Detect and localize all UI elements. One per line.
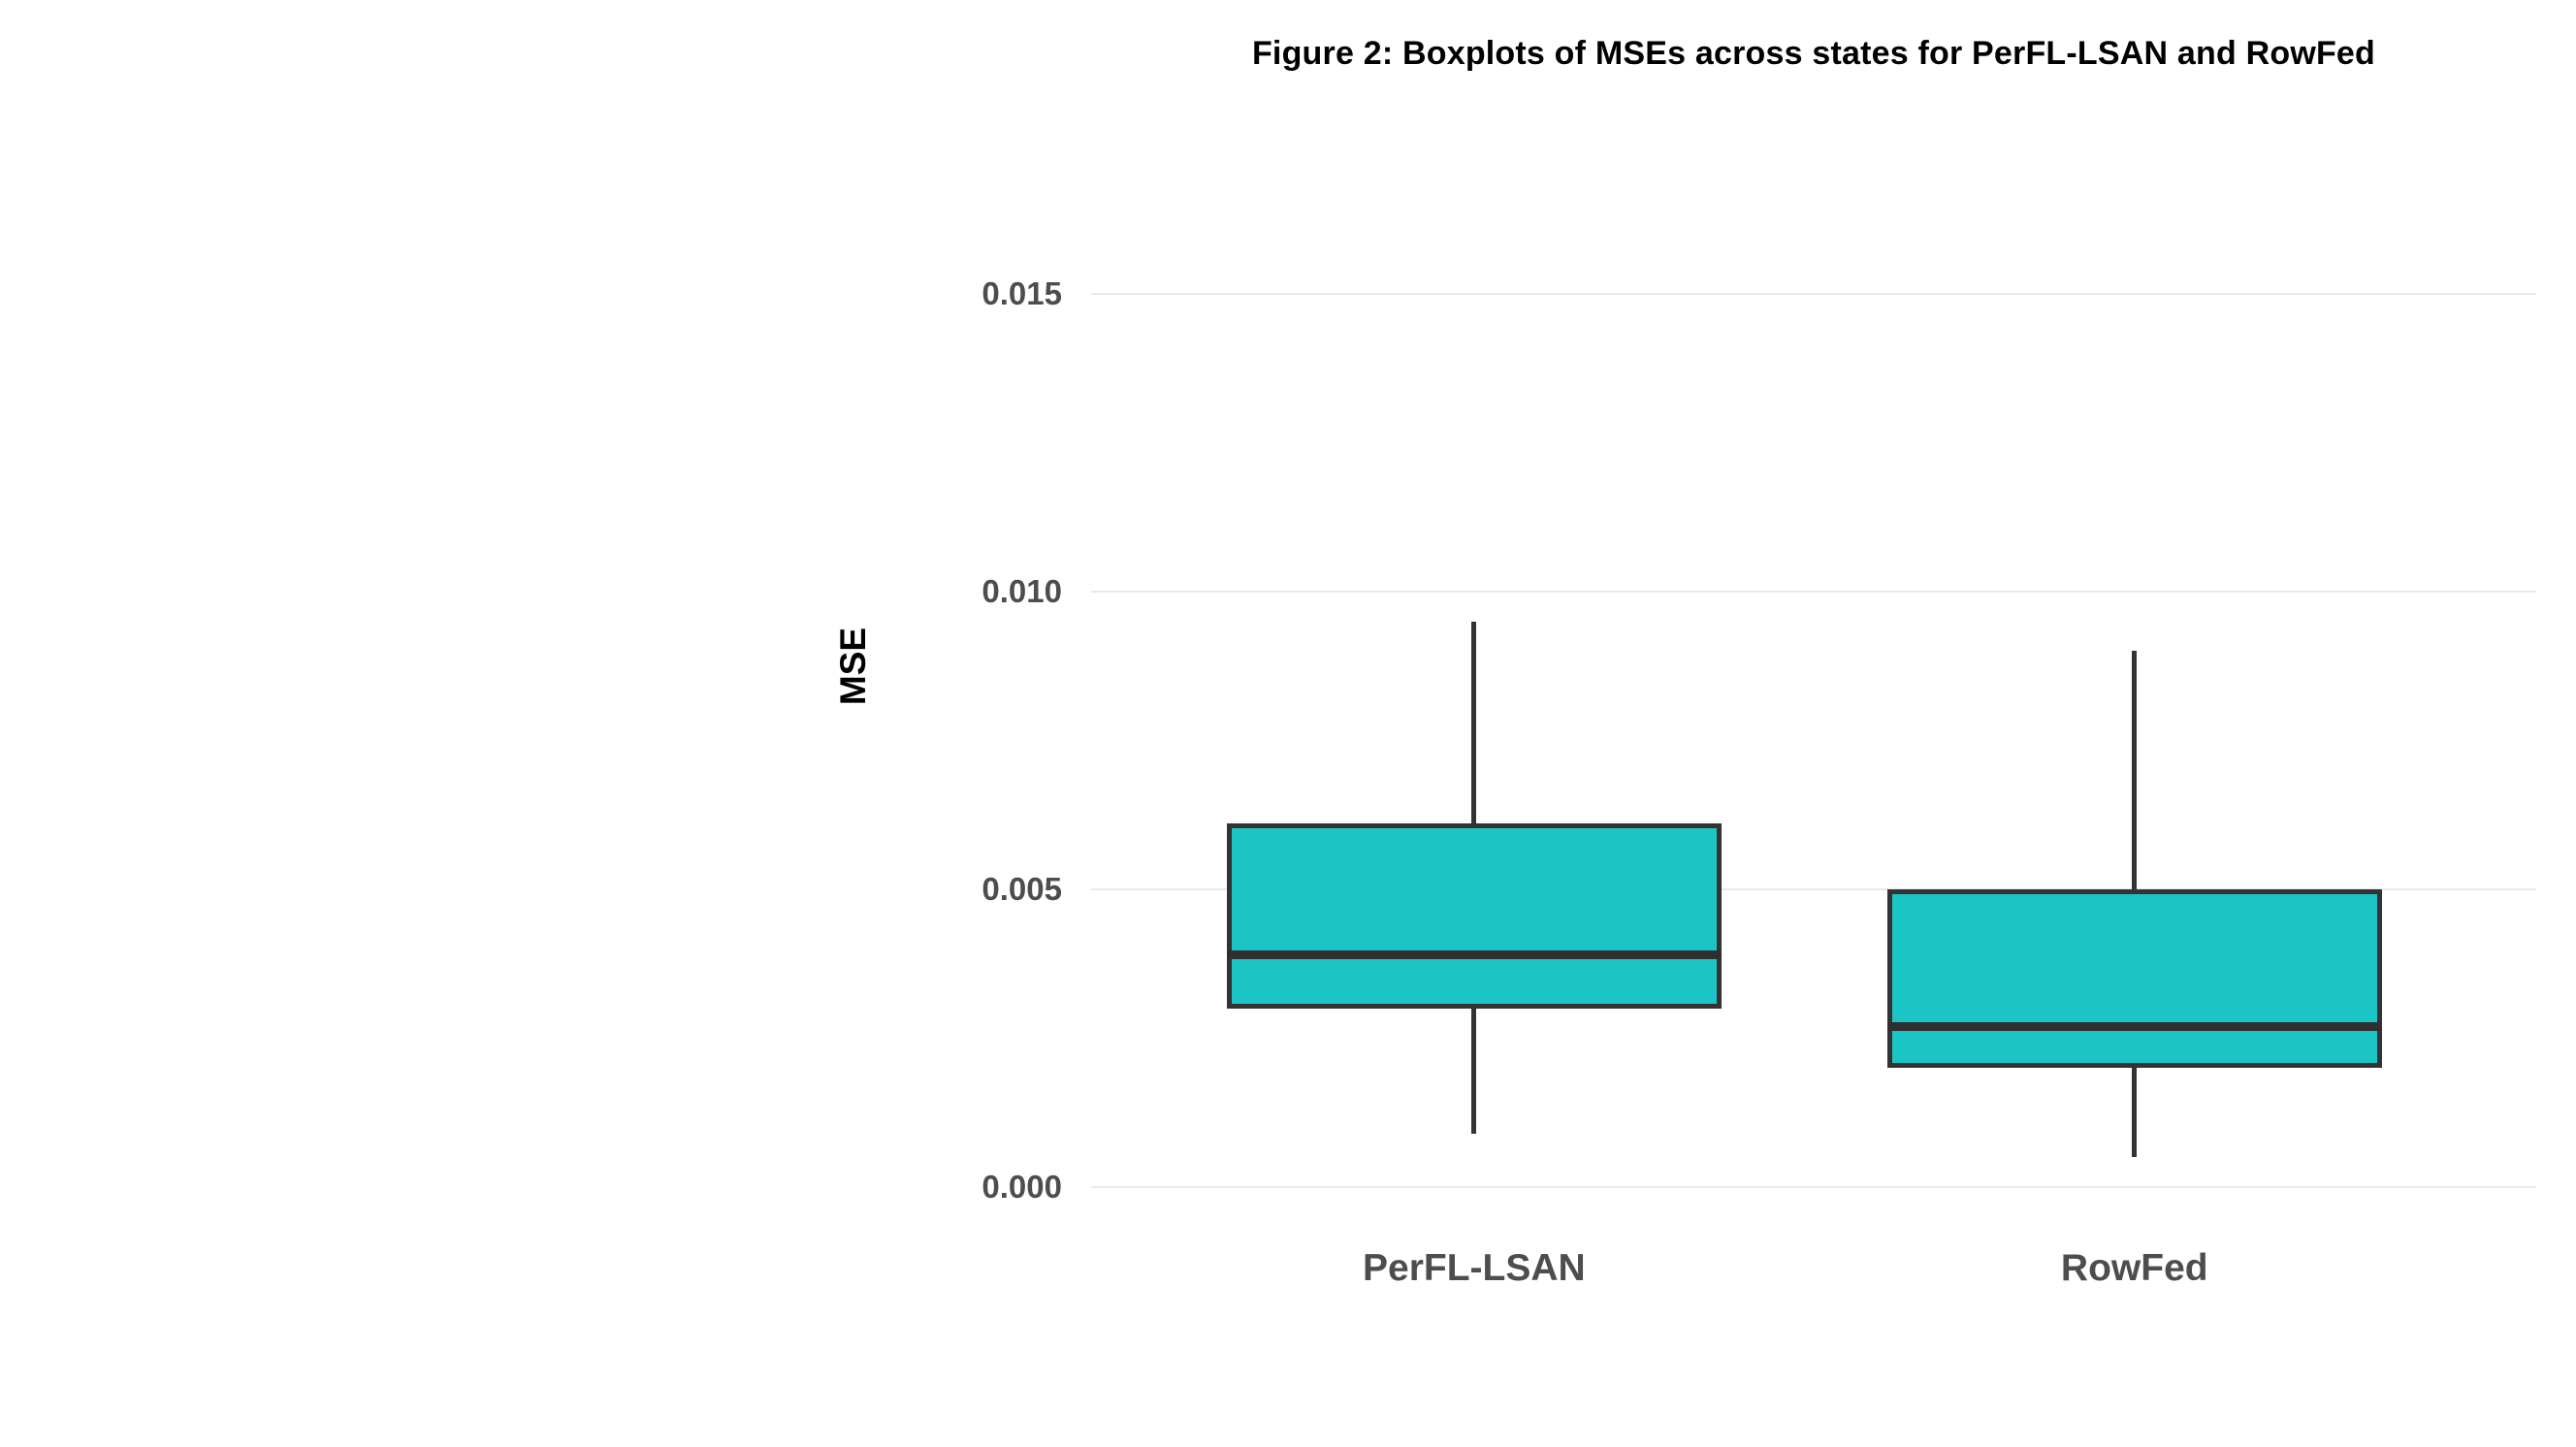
y-tick-label: 0.005: [982, 871, 1062, 908]
x-category-label: RowFed: [2060, 1247, 2208, 1289]
chart-title: Figure 2: Boxplots of MSEs across states…: [1251, 35, 2376, 72]
y-tick-label: 0.000: [982, 1169, 1062, 1205]
median-PerFL-LSAN: [1227, 950, 1722, 960]
x-category-label: PerFL-LSAN: [1363, 1247, 1586, 1289]
gridline: [1091, 888, 2536, 891]
median-RowFed: [1886, 1021, 2382, 1031]
x-axis-labels: PerFL-LSAN RowFed: [1091, 1187, 2536, 1303]
box-RowFed: [1886, 889, 2382, 1069]
gridline: [1091, 591, 2536, 594]
y-axis-ticks: 0.000 0.005 0.010 0.015: [873, 205, 1062, 1205]
box-PerFL-LSAN: [1227, 823, 1722, 1009]
y-tick-label: 0.015: [982, 275, 1062, 312]
y-tick-label: 0.010: [982, 573, 1062, 610]
gridline: [1091, 293, 2536, 296]
y-axis-title: MSE: [833, 627, 873, 706]
gridline: [1091, 1186, 2536, 1188]
plot-panel: [1091, 205, 2536, 1188]
